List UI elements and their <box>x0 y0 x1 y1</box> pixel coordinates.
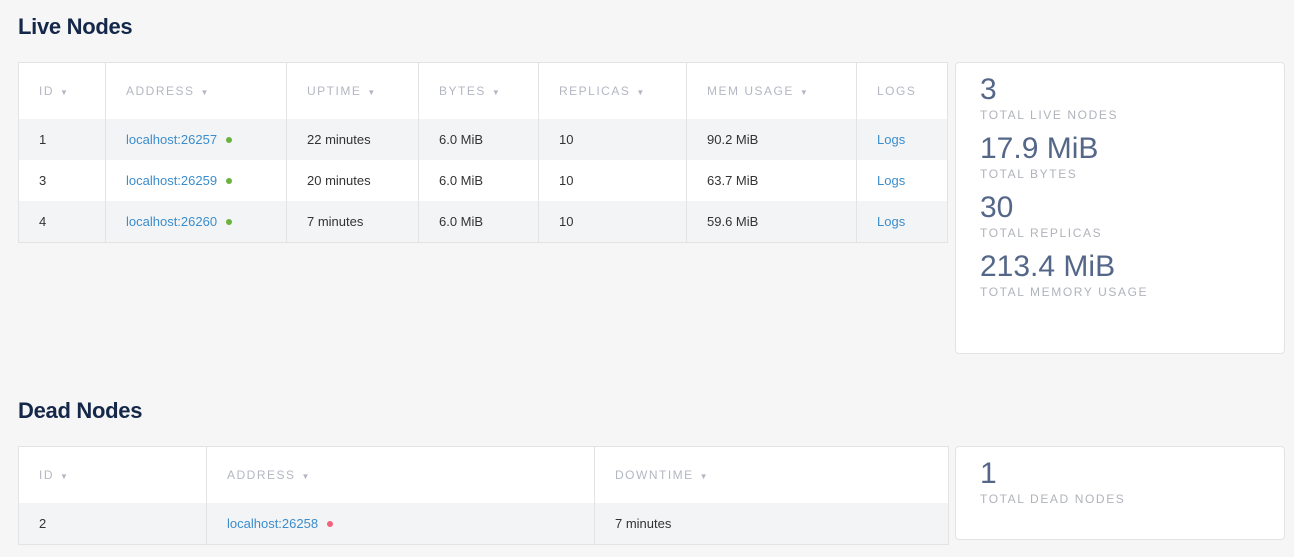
total-replicas-value: 30 <box>980 191 1014 224</box>
node-id: 4 <box>18 201 106 243</box>
node-bytes: 6.0 MiB <box>418 160 539 201</box>
sort-arrow-icon: ▼ <box>200 88 209 97</box>
live-nodes-table: ID ▼ ADDRESS ▼ UPTIME ▼ BYTES ▼ REPLICAS ▼ ME… <box>18 62 948 243</box>
total-memory-usage-value: 213.4 MiB <box>980 250 1116 283</box>
logs-link[interactable]: Logs <box>877 132 906 147</box>
total-replicas-label: TOTAL REPLICAS <box>980 226 1103 240</box>
node-uptime: 7 minutes <box>286 201 419 243</box>
table-row: 2 localhost:26258 7 minutes <box>18 503 949 545</box>
total-bytes-label: TOTAL BYTES <box>980 167 1078 181</box>
live-nodes-summary: 3 TOTAL LIVE NODES 17.9 MiB TOTAL BYTES … <box>955 62 1285 354</box>
node-uptime: 20 minutes <box>286 160 419 201</box>
sort-arrow-icon: ▼ <box>636 88 645 97</box>
sort-arrow-icon: ▼ <box>301 472 310 481</box>
column-header-downtime[interactable]: DOWNTIME ▼ <box>615 468 708 482</box>
total-memory-usage-label: TOTAL MEMORY USAGE <box>980 285 1149 299</box>
table-header: ID ▼ ADDRESS ▼ UPTIME ▼ BYTES ▼ REPLICAS ▼ ME… <box>18 62 948 119</box>
sort-arrow-icon: ▼ <box>799 88 808 97</box>
status-live-icon <box>226 136 233 143</box>
status-dead-icon <box>327 520 334 527</box>
column-header-address[interactable]: ADDRESS ▼ <box>105 62 287 119</box>
sort-arrow-icon: ▼ <box>699 472 708 481</box>
status-live-icon <box>226 218 233 225</box>
node-bytes: 6.0 MiB <box>418 119 539 160</box>
sort-arrow-icon: ▼ <box>491 88 500 97</box>
node-id: 1 <box>18 119 106 160</box>
node-address-link[interactable]: localhost:26260 <box>126 214 218 229</box>
node-id: 3 <box>18 160 106 201</box>
node-mem-usage: 90.2 MiB <box>686 119 857 160</box>
table-row: 4 localhost:26260 7 minutes 6.0 MiB 10 5… <box>18 201 948 243</box>
node-address-link[interactable]: localhost:26258 <box>227 516 319 531</box>
logs-link[interactable]: Logs <box>877 173 906 188</box>
table-row: 3 localhost:26259 20 minutes 6.0 MiB 10 … <box>18 160 948 201</box>
node-mem-usage: 63.7 MiB <box>686 160 857 201</box>
sort-arrow-icon: ▼ <box>367 88 376 97</box>
total-live-nodes-value: 3 <box>980 73 997 106</box>
sort-arrow-icon: ▼ <box>60 88 68 97</box>
column-header-bytes[interactable]: BYTES ▼ <box>418 62 539 119</box>
total-live-nodes-label: TOTAL LIVE NODES <box>980 108 1119 122</box>
node-downtime: 7 minutes <box>594 503 949 545</box>
node-mem-usage: 59.6 MiB <box>686 201 857 243</box>
logs-link[interactable]: Logs <box>877 214 906 229</box>
node-bytes: 6.0 MiB <box>418 201 539 243</box>
table-row: 1 localhost:26257 22 minutes 6.0 MiB 10 … <box>18 119 948 160</box>
table-header: ID ▼ ADDRESS ▼ DOWNTIME ▼ <box>18 446 949 503</box>
node-replicas: 10 <box>538 201 687 243</box>
column-header-mem-usage[interactable]: MEM USAGE ▼ <box>686 62 857 119</box>
column-header-id[interactable]: ID ▼ <box>18 62 106 119</box>
dead-nodes-title: Dead Nodes <box>18 398 143 423</box>
total-dead-nodes-value: 1 <box>980 457 997 490</box>
dead-nodes-summary: 1 TOTAL DEAD NODES <box>955 446 1285 540</box>
node-replicas: 10 <box>538 119 687 160</box>
total-bytes-value: 17.9 MiB <box>980 132 1099 165</box>
node-uptime: 22 minutes <box>286 119 419 160</box>
column-header-address[interactable]: ADDRESS ▼ <box>206 446 595 503</box>
sort-arrow-icon: ▼ <box>60 472 68 481</box>
column-header-id[interactable]: ID ▼ <box>18 446 207 503</box>
live-nodes-title: Live Nodes <box>18 14 133 39</box>
column-header-uptime[interactable]: UPTIME ▼ <box>286 62 419 119</box>
column-header-replicas[interactable]: REPLICAS ▼ <box>538 62 687 119</box>
status-live-icon <box>226 177 233 184</box>
total-dead-nodes-label: TOTAL DEAD NODES <box>980 492 1126 506</box>
dead-nodes-table: ID ▼ ADDRESS ▼ DOWNTIME ▼ 2 localhost:26258… <box>18 446 949 545</box>
node-replicas: 10 <box>538 160 687 201</box>
node-address-link[interactable]: localhost:26257 <box>126 132 218 147</box>
column-header-logs: LOGS <box>877 84 917 98</box>
node-id: 2 <box>18 503 207 545</box>
node-address-link[interactable]: localhost:26259 <box>126 173 218 188</box>
